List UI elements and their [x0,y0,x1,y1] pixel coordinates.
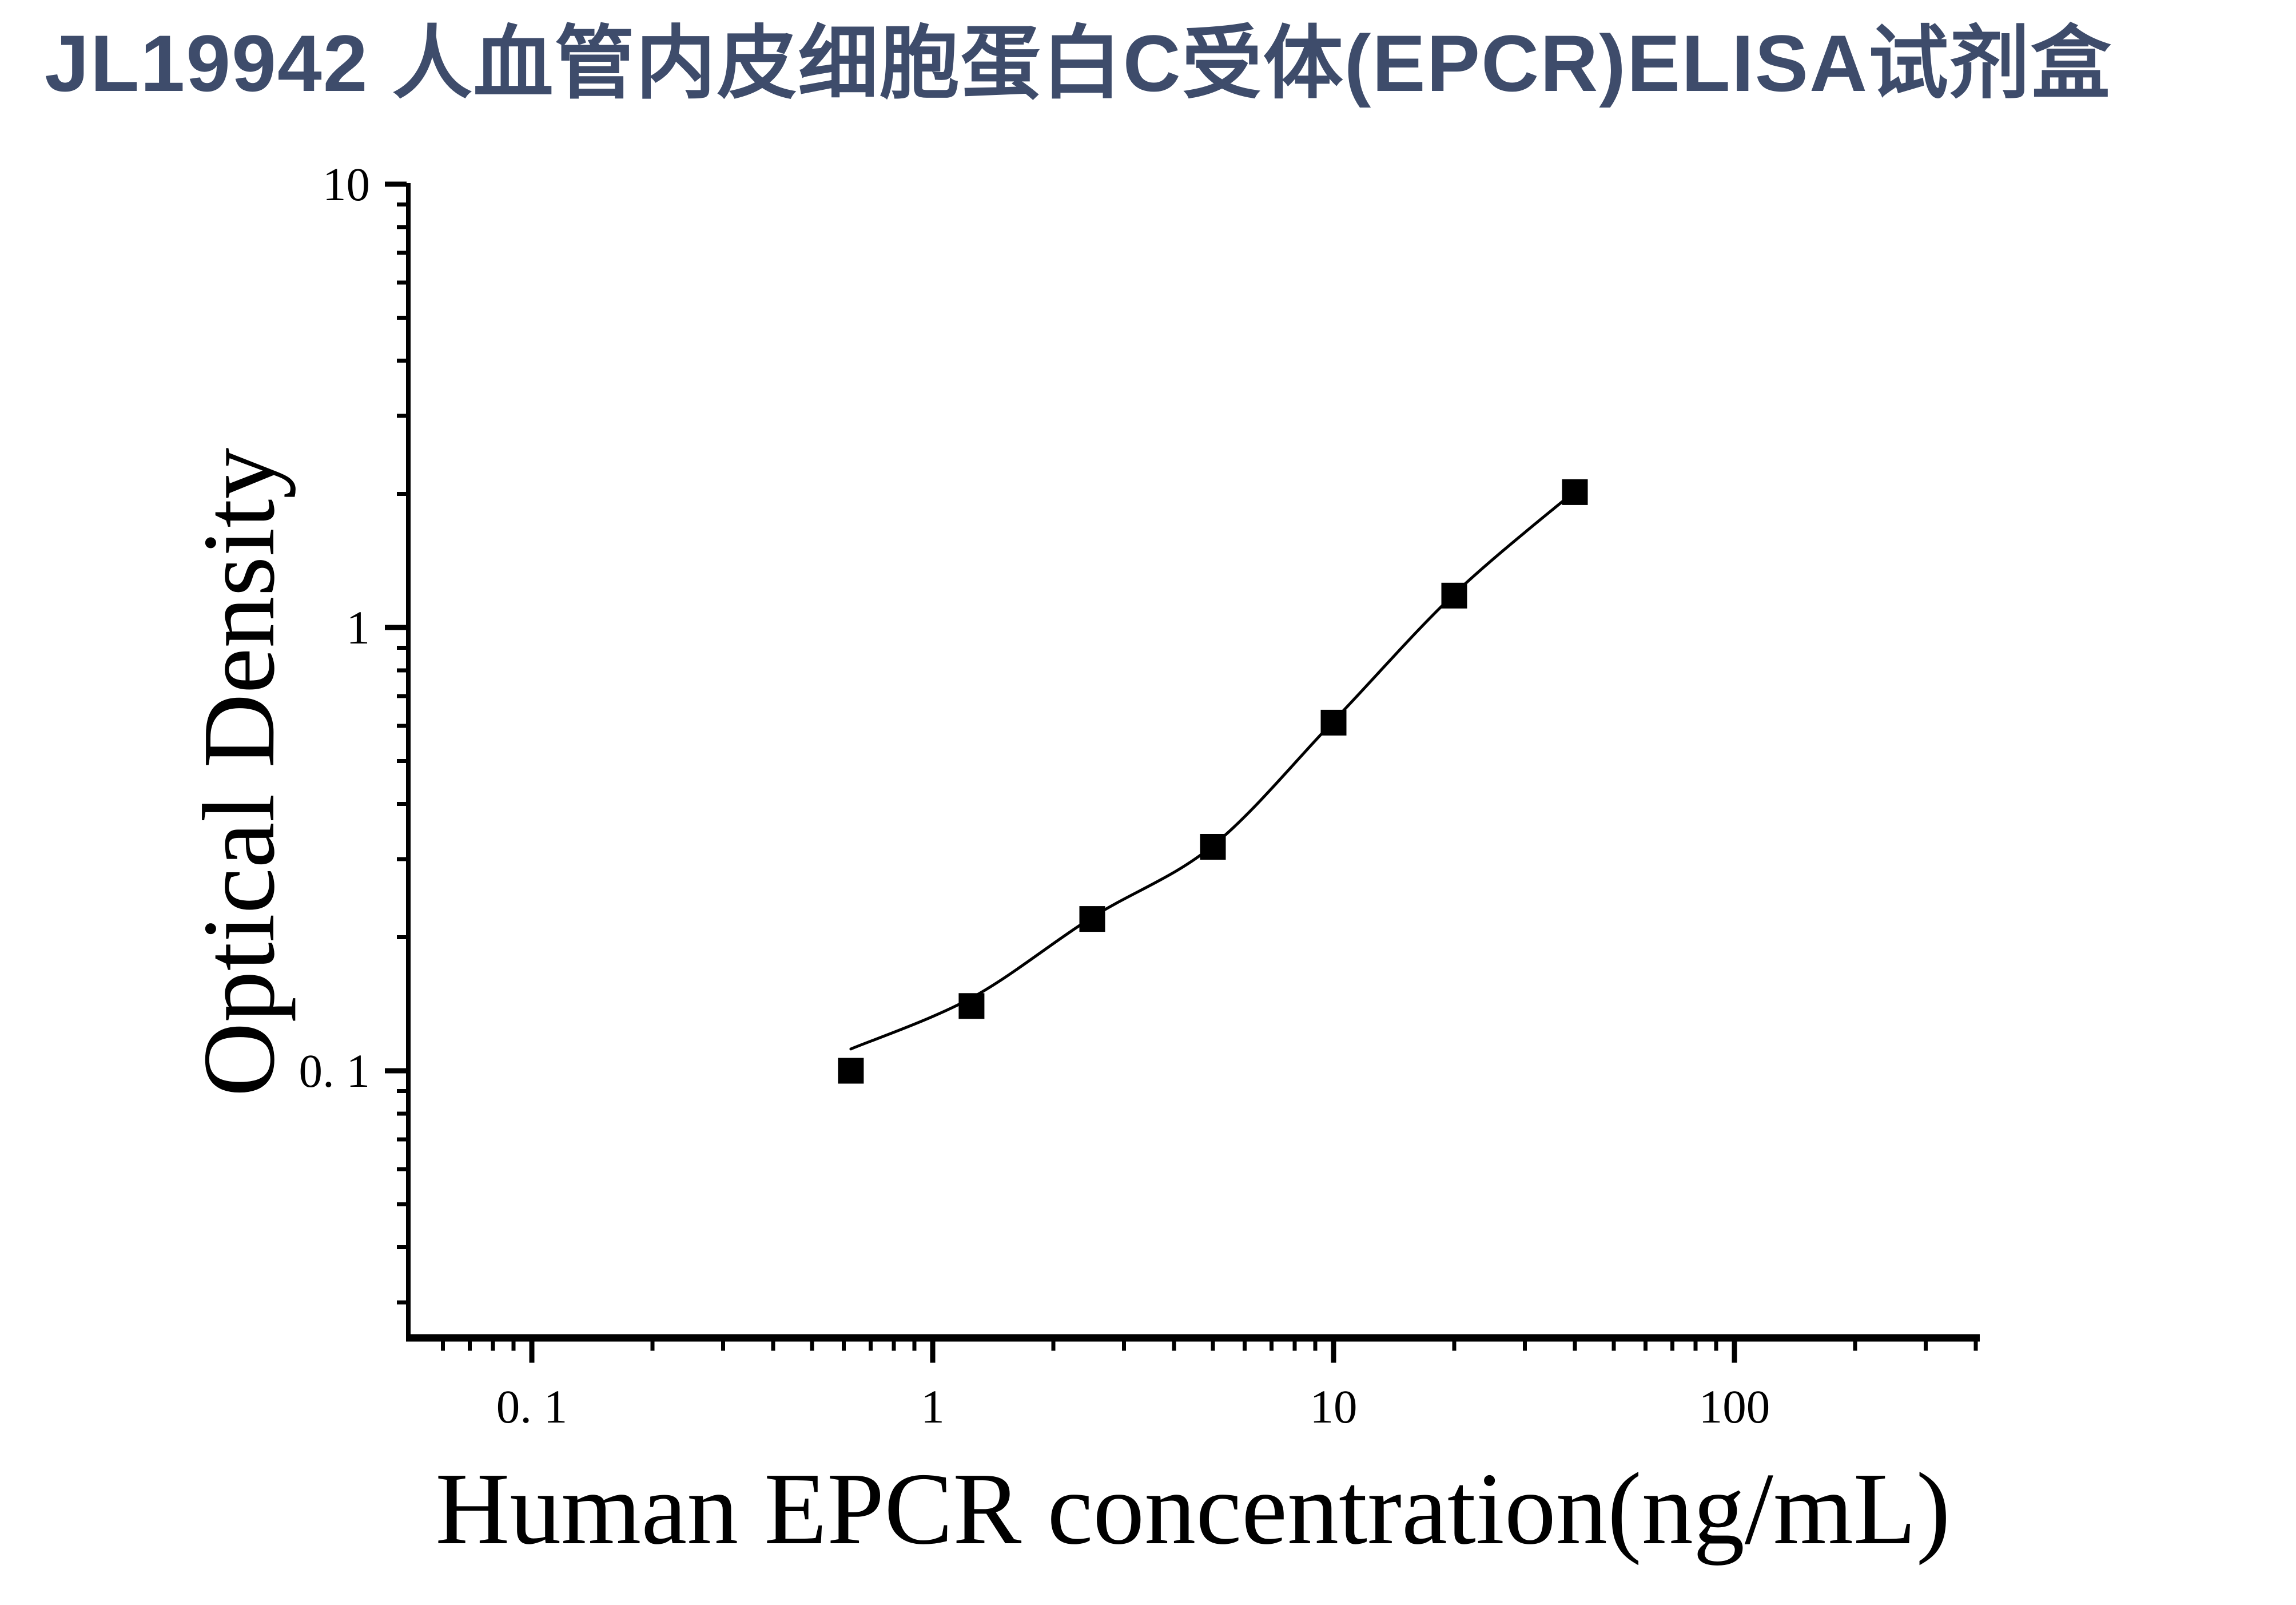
x-tick-label: 100 [1699,1380,1770,1433]
x-axis-title: Human EPCR concentration(ng/mL) [435,1452,1951,1566]
data-point-marker [1441,582,1467,609]
y-tick-label: 1 [347,601,371,654]
y-tick-label: 10 [323,158,370,210]
data-point-marker [958,993,985,1019]
x-tick-label: 10 [1310,1380,1358,1433]
fit-curve-line [849,490,1577,1051]
x-tick-label: 0. 1 [496,1380,568,1433]
data-point-marker [1079,906,1105,932]
data-point-marker [1562,479,1588,505]
y-tick-label: 0. 1 [299,1044,371,1097]
x-tick-label: 1 [921,1380,945,1433]
figure-title: JL19942 人血管内皮细胞蛋白C受体(EPCR)ELISA试剂盒 [45,18,2112,108]
y-axis-title: Optical Density [182,447,296,1097]
data-point-marker [1200,834,1226,860]
data-point-marker [838,1058,864,1084]
data-point-marker [1320,709,1347,736]
